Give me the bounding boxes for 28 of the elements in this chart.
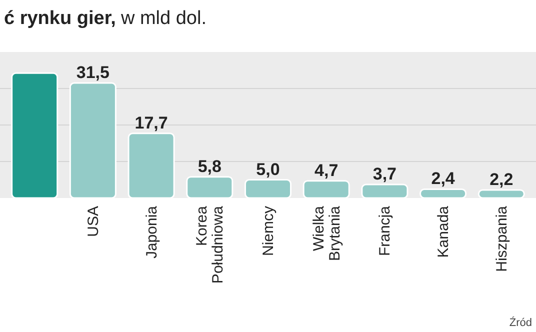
bar xyxy=(478,189,525,199)
bar xyxy=(420,188,467,199)
data-label: 4,7 xyxy=(314,160,338,180)
x-tick-label: Japonia xyxy=(143,205,160,259)
chart-subtitle: w mld dol. xyxy=(120,8,206,29)
data-label: 3,7 xyxy=(372,164,397,184)
bar xyxy=(361,184,408,199)
bar xyxy=(11,72,58,199)
x-tick-label: Hiszpania xyxy=(493,205,510,272)
data-label: 17,7 xyxy=(134,113,168,132)
bar xyxy=(186,176,234,199)
x-tick-label: Kanada xyxy=(435,205,452,258)
x-tick-label: Korea Południowa xyxy=(194,205,227,284)
bar xyxy=(69,82,116,199)
data-label: 31,5 xyxy=(76,63,110,82)
data-label: 5,0 xyxy=(256,160,280,179)
x-tick-label: Francja xyxy=(376,205,394,256)
text: Źród xyxy=(509,316,532,329)
bar xyxy=(128,132,175,199)
data-label: 2,4 xyxy=(431,169,456,188)
bar xyxy=(302,180,350,199)
data-label: 2,2 xyxy=(490,170,514,189)
x-tick-label: Niemcy xyxy=(260,206,277,256)
chart-title: ć rynku gier, xyxy=(4,8,116,29)
x-tick-label: Wielka Brytania xyxy=(310,205,344,262)
data-label: 5,8 xyxy=(198,156,222,176)
x-tick-label: USA xyxy=(84,206,102,237)
bar xyxy=(244,179,292,199)
